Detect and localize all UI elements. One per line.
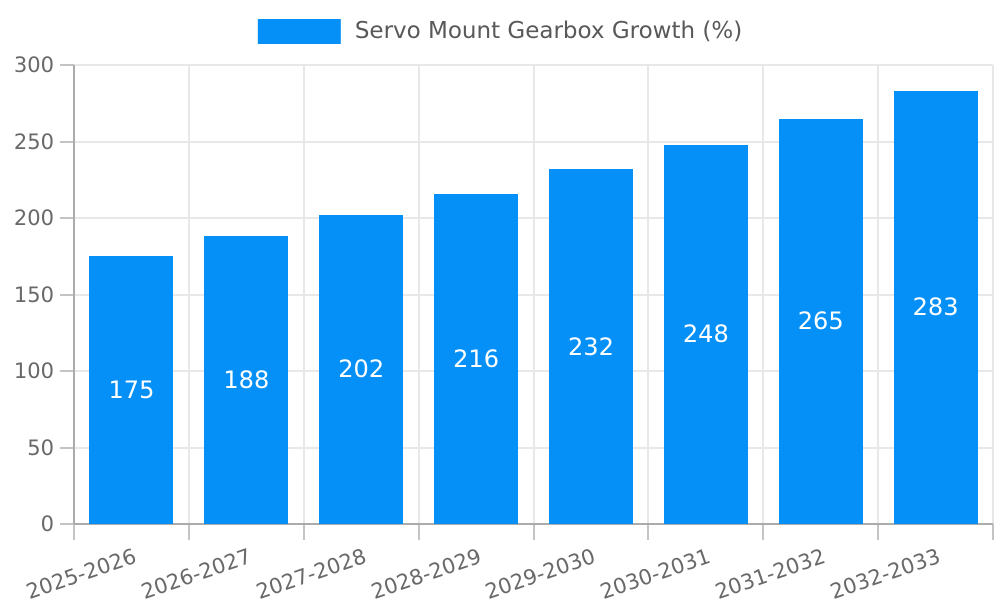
x-axis-tick [647, 524, 650, 540]
x-axis-tick [417, 524, 420, 540]
y-axis-tick-label: 100 [13, 359, 54, 383]
y-axis-tick [60, 523, 74, 525]
x-axis-tick [302, 524, 305, 540]
x-axis-category-label: 2025-2026 [23, 544, 140, 600]
x-axis-tick [73, 524, 75, 540]
plot-area: 0 50 100 150 200 250 300 175 2025-2026 188 2026-20… [14, 53, 994, 600]
x-axis-category-label: 2026-2027 [138, 544, 255, 600]
y-axis-tick-label: 0 [40, 512, 54, 536]
x-axis-category-label: 2031-2032 [712, 544, 829, 600]
bar[interactable]: 265 [778, 118, 863, 524]
y-axis-tick [60, 140, 74, 143]
bar-value-label: 216 [453, 344, 499, 373]
gridline-x [762, 65, 765, 524]
x-axis-category-label: 2029-2030 [482, 544, 599, 600]
bar[interactable]: 216 [434, 193, 519, 524]
gridline-x [417, 65, 420, 524]
x-axis-tick [532, 524, 535, 540]
x-axis-tick [187, 524, 190, 540]
x-axis-tick [877, 524, 880, 540]
x-axis-line [74, 523, 993, 525]
bar[interactable]: 202 [319, 214, 404, 524]
bar[interactable]: 175 [89, 256, 174, 524]
bar[interactable]: 188 [204, 236, 289, 524]
gridline-x [992, 65, 994, 524]
chart-legend[interactable]: Servo Mount Gearbox Growth (%) [257, 18, 743, 44]
y-axis-tick [60, 446, 74, 449]
x-axis-tick [992, 524, 994, 540]
y-axis-tick [60, 370, 74, 372]
bar[interactable]: 248 [663, 144, 748, 524]
bar-value-label: 265 [797, 307, 844, 336]
bar-value-label: 188 [223, 366, 270, 395]
y-axis-tick-label: 250 [13, 129, 54, 154]
y-axis-tick [60, 64, 74, 66]
y-axis-line [73, 65, 75, 524]
x-axis-category-label: 2030-2031 [597, 544, 714, 600]
gridline-x [647, 65, 650, 524]
y-axis-tick [60, 293, 74, 296]
y-axis-tick-label: 200 [13, 206, 54, 230]
x-axis-category-label: 2028-2029 [367, 544, 484, 600]
bar-value-label: 175 [108, 376, 155, 405]
gridline-x [302, 65, 305, 524]
gridline-x [187, 65, 190, 524]
x-axis-category-label: 2027-2028 [252, 544, 370, 600]
y-axis-tick [60, 217, 74, 219]
legend-swatch [257, 19, 341, 44]
bar-value-label: 248 [682, 320, 729, 349]
gridline-x [532, 65, 535, 524]
bar-value-label: 283 [912, 293, 959, 322]
y-axis-tick-label: 150 [13, 282, 54, 307]
x-axis-category-label: 2032-2033 [827, 544, 944, 600]
x-axis-tick [762, 524, 765, 540]
y-axis-tick-label: 300 [13, 53, 54, 77]
bar-value-label: 202 [338, 355, 385, 384]
gridline-x [877, 65, 880, 524]
bar[interactable]: 283 [893, 91, 978, 524]
y-axis-tick-label: 50 [27, 435, 54, 460]
bar[interactable]: 232 [548, 169, 633, 524]
bar-value-label: 232 [568, 332, 614, 361]
legend-label: Servo Mount Gearbox Growth (%) [354, 18, 743, 44]
